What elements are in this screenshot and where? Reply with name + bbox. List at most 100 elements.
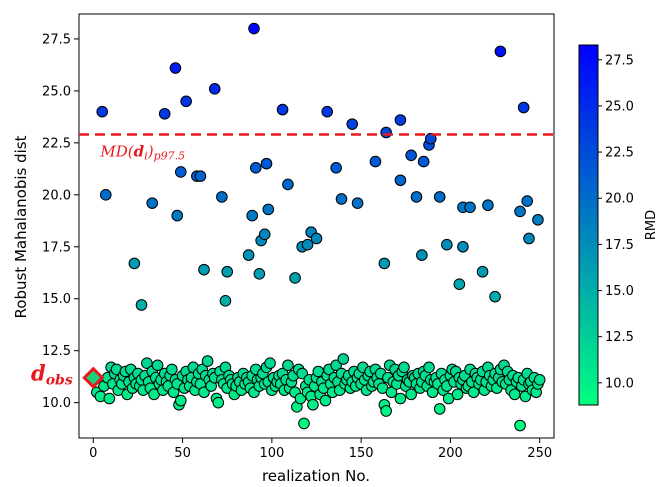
data-point bbox=[151, 359, 164, 372]
colorbar-tick-label: 10.0 bbox=[605, 376, 634, 391]
data-point bbox=[260, 157, 273, 170]
data-point bbox=[96, 105, 109, 118]
data-point bbox=[521, 195, 534, 207]
data-point bbox=[405, 388, 417, 401]
data-point bbox=[298, 417, 310, 430]
data-point bbox=[174, 394, 187, 407]
x-tick-label: 50 bbox=[174, 446, 191, 461]
data-point bbox=[378, 257, 391, 270]
x-tick-label: 200 bbox=[438, 446, 463, 461]
data-point bbox=[398, 361, 410, 374]
data-point bbox=[103, 392, 116, 405]
data-point bbox=[99, 189, 112, 201]
data-point bbox=[335, 193, 348, 205]
data-point bbox=[135, 299, 148, 311]
plot-frame bbox=[78, 13, 555, 439]
colorbar-label: RMD bbox=[644, 210, 659, 240]
data-point bbox=[180, 95, 192, 108]
y-axis-ticks: 10.0 12.5 15.0 17.5 20.0 22.5 25.0 27.5 bbox=[42, 32, 79, 411]
colorbar-tick-label: 12.5 bbox=[605, 330, 634, 345]
data-point bbox=[433, 191, 446, 203]
y-tick-label: 12.5 bbox=[42, 344, 71, 359]
x-tick-label: 100 bbox=[259, 446, 284, 461]
y-tick-label: 17.5 bbox=[42, 240, 71, 255]
data-point bbox=[416, 249, 428, 261]
x-axis-ticks: 0 50 100 150 200 250 bbox=[89, 438, 552, 461]
data-point bbox=[351, 197, 364, 209]
data-point bbox=[457, 240, 469, 253]
data-point bbox=[464, 201, 476, 214]
data-point bbox=[158, 107, 171, 120]
data-point bbox=[514, 205, 526, 218]
data-point bbox=[369, 155, 382, 168]
data-point bbox=[489, 290, 501, 303]
data-point bbox=[405, 149, 417, 162]
data-point bbox=[169, 62, 182, 74]
data-point bbox=[201, 355, 214, 367]
data-point bbox=[310, 232, 323, 245]
data-point bbox=[171, 209, 184, 222]
data-point bbox=[262, 203, 275, 216]
colorbar bbox=[578, 44, 599, 406]
x-tick-label: 250 bbox=[527, 446, 552, 461]
y-tick-label: 20.0 bbox=[42, 188, 71, 203]
data-point bbox=[289, 272, 301, 284]
y-axis-label: Robust Mahalanobis dist bbox=[12, 135, 30, 318]
data-point bbox=[249, 162, 262, 174]
data-point bbox=[166, 363, 178, 376]
data-point bbox=[128, 257, 141, 270]
y-tick-label: 22.5 bbox=[42, 136, 71, 151]
data-point bbox=[441, 238, 453, 251]
data-point bbox=[380, 126, 392, 139]
data-point bbox=[394, 174, 407, 187]
data-point bbox=[242, 249, 255, 261]
data-point bbox=[194, 170, 207, 182]
data-point bbox=[208, 83, 221, 95]
data-point bbox=[394, 392, 407, 405]
data-point bbox=[394, 114, 407, 126]
data-point bbox=[198, 263, 210, 276]
data-point bbox=[451, 388, 464, 401]
data-point bbox=[253, 268, 266, 280]
data-point bbox=[424, 132, 437, 145]
colorbar-tick-label: 22.5 bbox=[605, 146, 634, 161]
data-point bbox=[532, 213, 544, 226]
colorbar-tick-label: 20.0 bbox=[605, 192, 634, 207]
data-point bbox=[301, 238, 314, 251]
x-tick-label: 150 bbox=[349, 446, 374, 461]
data-point bbox=[282, 359, 294, 372]
data-point bbox=[321, 105, 334, 118]
data-point bbox=[307, 398, 319, 411]
data-point bbox=[346, 118, 359, 130]
x-tick-label: 0 bbox=[89, 446, 97, 461]
data-point bbox=[433, 403, 446, 415]
data-point bbox=[533, 374, 546, 386]
colorbar-tick-label: 17.5 bbox=[605, 238, 634, 253]
data-point bbox=[494, 45, 507, 58]
data-point bbox=[380, 405, 392, 417]
data-points bbox=[91, 22, 546, 432]
data-point bbox=[174, 166, 187, 178]
data-point bbox=[216, 191, 228, 203]
y-tick-label: 25.0 bbox=[42, 84, 71, 99]
data-point bbox=[319, 394, 332, 407]
data-point bbox=[282, 178, 294, 191]
observed-label: dobs bbox=[31, 361, 73, 389]
colorbar-tick-label: 27.5 bbox=[605, 53, 634, 68]
data-point bbox=[410, 191, 423, 203]
observed-marker bbox=[82, 366, 105, 389]
observed-diamond bbox=[82, 366, 105, 389]
data-point bbox=[330, 162, 342, 174]
data-point bbox=[264, 357, 276, 369]
data-point bbox=[517, 101, 530, 114]
data-point bbox=[514, 419, 526, 432]
colorbar-tick-label: 15.0 bbox=[605, 284, 634, 299]
data-point bbox=[246, 209, 259, 222]
y-tick-label: 10.0 bbox=[42, 396, 71, 411]
data-point bbox=[248, 22, 260, 35]
colorbar-tick-label: 25.0 bbox=[605, 99, 634, 114]
y-tick-label: 27.5 bbox=[42, 32, 71, 47]
data-point bbox=[523, 232, 535, 245]
data-point bbox=[423, 361, 435, 374]
